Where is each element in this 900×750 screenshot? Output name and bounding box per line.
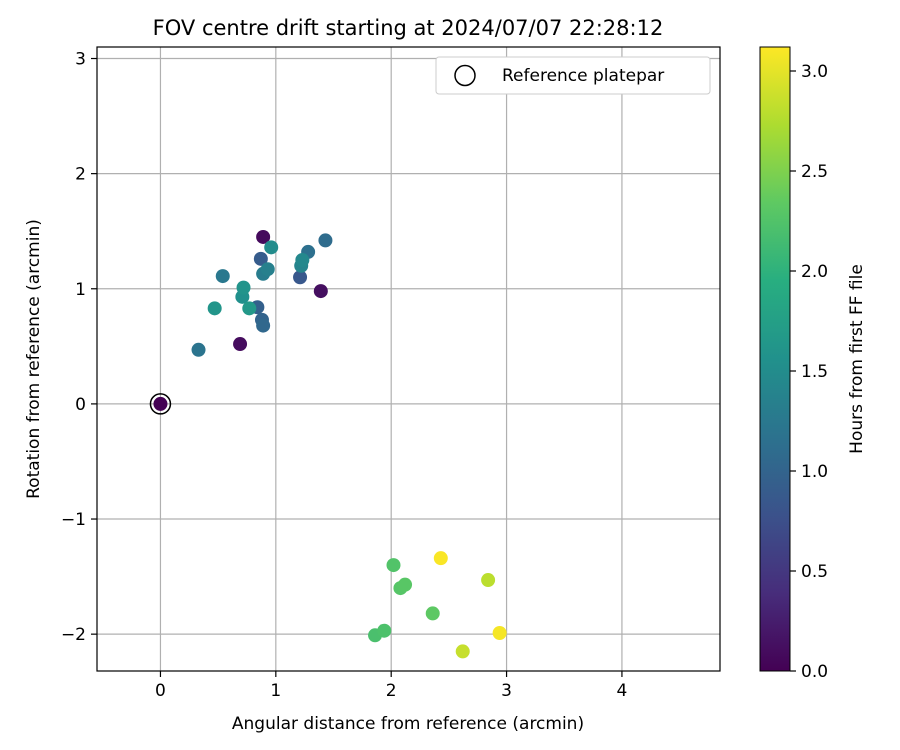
data-point — [386, 558, 401, 573]
colorbar-tick-label: 1.5 — [801, 362, 828, 382]
data-point — [253, 251, 268, 266]
data-point — [264, 240, 279, 255]
data-point — [492, 626, 507, 641]
data-points — [149, 229, 507, 659]
data-point — [191, 342, 206, 357]
reference-platepar-marker — [149, 393, 172, 415]
grid-lines — [97, 47, 720, 671]
plot-area-frame — [96, 46, 721, 672]
y-tick-label: 3 — [75, 50, 86, 70]
colorbar-tick-label: 2.0 — [801, 262, 828, 282]
data-point — [455, 644, 470, 659]
data-point — [425, 606, 440, 621]
colorbar-tick-label: 1.0 — [801, 462, 828, 482]
colorbar-gradient — [759, 46, 791, 672]
x-tick-label: 3 — [501, 681, 512, 701]
data-point — [215, 269, 230, 284]
data-point — [153, 396, 168, 411]
x-tick-label: 4 — [617, 681, 628, 701]
legend-box — [435, 56, 711, 95]
colorbar-ticks: 0.0 0.5 1.0 1.5 2.0 2.5 3.0 — [790, 62, 828, 682]
data-point — [293, 270, 308, 285]
y-tick-label: 1 — [75, 280, 86, 300]
data-point — [481, 573, 496, 588]
data-point — [313, 284, 328, 299]
data-point — [233, 337, 248, 352]
y-tick-label: −2 — [61, 625, 86, 645]
data-point — [295, 252, 310, 267]
data-point — [256, 318, 271, 333]
colorbar-tick-label: 0.5 — [801, 562, 828, 582]
data-point — [207, 301, 222, 316]
colorbar: 0.0 0.5 1.0 1.5 2.0 2.5 3.0 Hours from first F… — [759, 46, 867, 682]
y-tick-label: 0 — [75, 395, 86, 415]
legend: Reference platepar — [435, 56, 711, 95]
data-point — [236, 280, 251, 295]
colorbar-tick-label: 2.5 — [801, 162, 828, 182]
colorbar-label: Hours from first FF file — [847, 264, 867, 454]
y-axis-label: Rotation from reference (arcmin) — [24, 219, 44, 499]
legend-label: Reference platepar — [502, 66, 664, 86]
data-point — [398, 577, 413, 592]
data-point — [256, 229, 271, 244]
x-axis-ticks: 0 1 2 3 4 — [155, 671, 627, 701]
x-tick-label: 0 — [155, 681, 166, 701]
data-point — [433, 551, 448, 566]
data-point — [318, 233, 333, 248]
y-tick-label: −1 — [61, 510, 86, 530]
chart-title: FOV centre drift starting at 2024/07/07 … — [153, 16, 664, 40]
data-point — [260, 262, 275, 277]
colorbar-tick-label: 3.0 — [801, 62, 828, 82]
data-point — [242, 301, 257, 316]
x-tick-label: 2 — [386, 681, 397, 701]
y-axis-ticks: −2 −1 0 1 2 3 — [61, 50, 97, 645]
x-axis-label: Angular distance from reference (arcmin) — [232, 714, 584, 734]
colorbar-tick-label: 0.0 — [801, 662, 828, 682]
x-tick-label: 1 — [270, 681, 281, 701]
data-point — [377, 623, 392, 638]
y-tick-label: 2 — [75, 165, 86, 185]
legend-marker — [454, 64, 476, 87]
